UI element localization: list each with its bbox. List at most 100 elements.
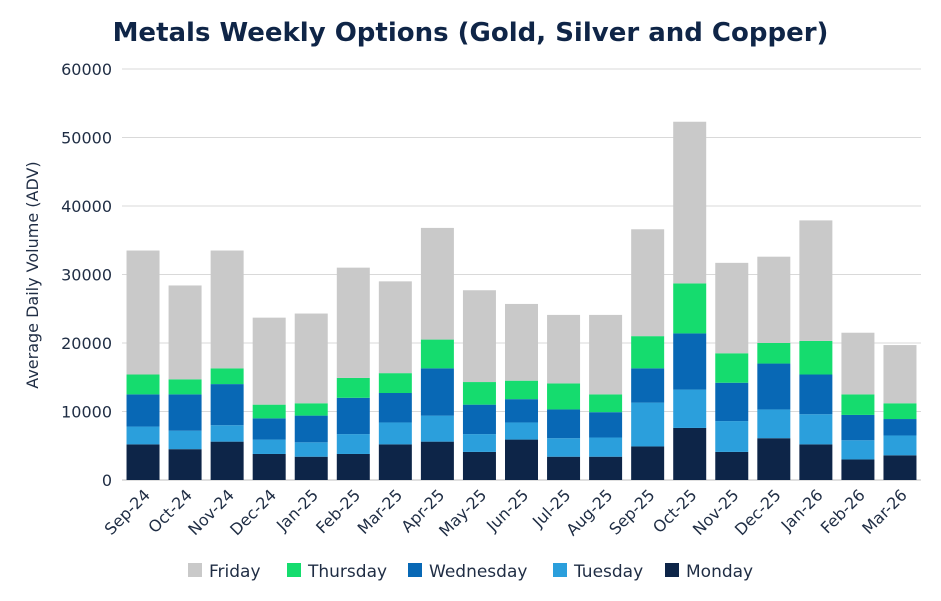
bar-wednesday-feb-26 [841, 414, 875, 441]
bar-thursday-feb-26 [841, 394, 875, 415]
bar-friday-jun-25 [505, 303, 538, 381]
bar-thursday-nov-24 [210, 368, 244, 385]
bar-tuesday-nov-25 [715, 421, 749, 452]
bar-tuesday-jan-25 [294, 442, 328, 457]
x-tick-label: Mar-26 [858, 485, 911, 538]
bar-tuesday-feb-26 [841, 440, 875, 460]
bar-wednesday-mar-25 [378, 393, 412, 423]
bar-tuesday-jun-25 [505, 422, 538, 440]
bar-friday-mar-26 [883, 345, 917, 404]
bar-friday-nov-24 [210, 250, 244, 369]
bar-thursday-feb-25 [336, 377, 370, 398]
bar-wednesday-nov-25 [715, 382, 749, 422]
y-tick-label: 20000 [61, 334, 112, 353]
bar-tuesday-dec-24 [252, 439, 286, 454]
bar-monday-jul-25 [547, 456, 581, 480]
bar-wednesday-jul-25 [547, 409, 581, 439]
bar-wednesday-jan-26 [799, 374, 833, 415]
bar-friday-jan-26 [799, 220, 833, 341]
legend-label-friday: Friday [209, 562, 261, 582]
bar-friday-may-25 [462, 290, 496, 383]
bar-monday-dec-25 [757, 438, 791, 480]
bar-wednesday-apr-25 [420, 368, 454, 416]
bar-thursday-nov-25 [715, 353, 749, 383]
bar-thursday-jan-25 [294, 403, 328, 416]
x-tick-label: Feb-26 [817, 485, 869, 537]
legend-swatch-tuesday [553, 563, 567, 577]
bar-friday-dec-24 [252, 317, 286, 405]
bar-monday-oct-24 [168, 449, 202, 480]
bar-wednesday-may-25 [462, 404, 496, 435]
bar-friday-feb-25 [336, 267, 370, 378]
bar-monday-mar-26 [883, 455, 917, 480]
legend-swatch-monday [665, 563, 679, 577]
bar-friday-jan-25 [294, 313, 328, 404]
bar-thursday-jul-25 [547, 383, 581, 410]
bar-tuesday-jul-25 [547, 438, 581, 457]
bar-monday-dec-24 [252, 453, 286, 480]
bar-wednesday-aug-25 [589, 412, 623, 438]
bar-wednesday-sep-24 [126, 394, 160, 427]
bar-tuesday-may-25 [462, 434, 496, 452]
legend-label-thursday: Thursday [307, 562, 387, 582]
bar-thursday-oct-25 [673, 283, 707, 334]
legend-swatch-thursday [287, 563, 301, 577]
bar-friday-aug-25 [589, 314, 623, 395]
x-tick-label: Nov-25 [689, 485, 743, 539]
bar-monday-mar-25 [378, 444, 412, 480]
x-tick-label: Dec-24 [226, 485, 280, 539]
bar-monday-may-25 [462, 451, 496, 480]
bar-thursday-apr-25 [420, 339, 454, 369]
bar-friday-mar-25 [378, 281, 412, 374]
bar-monday-nov-25 [715, 451, 749, 480]
chart-title: Metals Weekly Options (Gold, Silver and … [112, 18, 829, 48]
legend-swatch-friday [188, 563, 202, 577]
bar-friday-feb-26 [841, 332, 875, 395]
bar-friday-oct-25 [673, 121, 707, 284]
bar-monday-feb-26 [841, 459, 875, 480]
legend-label-tuesday: Tuesday [573, 562, 643, 582]
bar-tuesday-jan-26 [799, 414, 833, 445]
bar-monday-oct-25 [673, 427, 707, 480]
y-tick-label: 30000 [61, 266, 112, 285]
bar-tuesday-dec-25 [757, 409, 791, 439]
bar-thursday-may-25 [462, 382, 496, 405]
bar-wednesday-nov-24 [210, 384, 244, 426]
legend: Friday Thursday Wednesday Tuesday Monday [188, 562, 753, 582]
bar-monday-sep-24 [126, 444, 160, 480]
bar-tuesday-aug-25 [589, 437, 623, 457]
bar-tuesday-oct-24 [168, 430, 202, 450]
bar-wednesday-feb-25 [336, 397, 370, 435]
bar-wednesday-dec-24 [252, 418, 286, 440]
x-tick-label: Dec-25 [731, 485, 785, 539]
x-tick-label: Sep-24 [101, 485, 154, 538]
bar-monday-aug-25 [589, 456, 623, 480]
bar-thursday-oct-24 [168, 379, 202, 395]
bar-tuesday-oct-25 [673, 389, 707, 428]
legend-label-monday: Monday [686, 562, 753, 582]
x-tick-label: Jan-25 [272, 485, 322, 535]
bar-wednesday-jan-25 [294, 415, 328, 443]
bar-friday-sep-25 [631, 229, 665, 337]
legend-label-wednesday: Wednesday [429, 562, 527, 582]
bar-friday-jul-25 [547, 314, 581, 384]
x-tick-label: Jan-26 [777, 485, 827, 535]
bar-wednesday-oct-24 [168, 394, 202, 431]
x-tick-label: Aug-25 [562, 485, 616, 539]
bar-thursday-jan-26 [799, 340, 833, 375]
y-axis-label: Average Daily Volume (ADV) [23, 161, 42, 388]
bar-thursday-sep-25 [631, 336, 665, 369]
bar-thursday-aug-25 [589, 394, 623, 413]
bar-monday-feb-25 [336, 453, 370, 480]
y-tick-label: 0 [102, 471, 112, 490]
bars-layer [126, 121, 917, 480]
bar-tuesday-mar-25 [378, 422, 412, 445]
bar-thursday-sep-24 [126, 374, 160, 395]
bar-thursday-jun-25 [505, 380, 538, 400]
bar-thursday-mar-26 [883, 403, 917, 420]
bar-wednesday-oct-25 [673, 333, 707, 390]
bar-friday-apr-25 [420, 227, 454, 340]
x-tick-label: Mar-25 [354, 485, 407, 538]
bar-monday-jan-26 [799, 444, 833, 480]
